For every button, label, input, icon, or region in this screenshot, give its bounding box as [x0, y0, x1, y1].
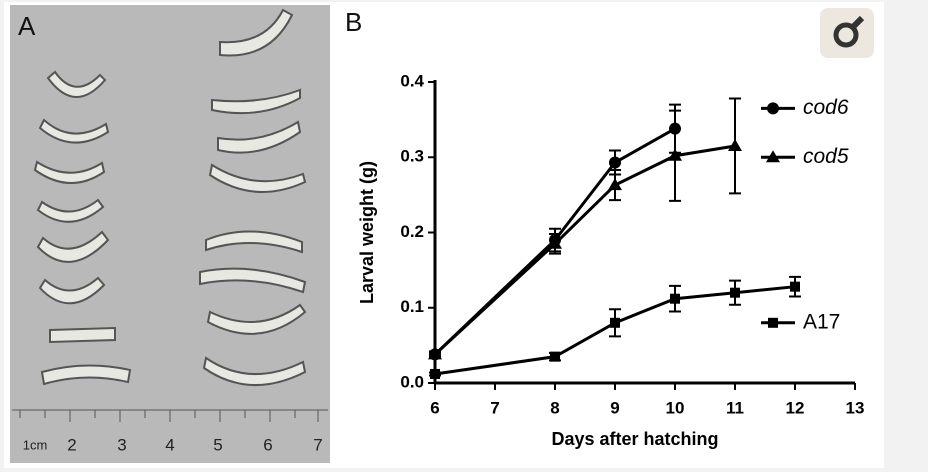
point: [790, 281, 800, 292]
x-tick-label: 6: [430, 398, 439, 417]
x-tick-label: 12: [786, 398, 805, 417]
x-tick-label: 13: [846, 398, 865, 417]
series: [428, 97, 742, 360]
ruler-label: 7: [313, 435, 322, 454]
y-tick-label: 0.1: [400, 297, 424, 316]
point: [610, 317, 620, 328]
point: [608, 178, 622, 191]
legend-label: cod6: [803, 96, 849, 119]
point: [609, 156, 621, 169]
x-tick-label: 10: [666, 398, 685, 417]
legend-marker: [768, 317, 778, 328]
y-tick-label: 0.3: [400, 147, 424, 166]
legend-marker: [767, 102, 779, 115]
x-axis-label: Days after hatching: [551, 429, 718, 449]
legend-label: A17: [803, 310, 840, 333]
point: [668, 148, 682, 161]
legend-marker: [766, 150, 780, 163]
y-tick-label: 0.2: [400, 222, 424, 241]
series: [429, 275, 801, 379]
point: [730, 287, 740, 298]
x-tick-label: 8: [550, 398, 559, 417]
ruler-label: 5: [213, 435, 222, 454]
panel-label: B: [345, 7, 362, 37]
point: [548, 236, 562, 249]
legend-label: cod5: [803, 145, 849, 168]
x-tick-label: 11: [726, 398, 744, 417]
ruler-label: 2: [67, 435, 76, 454]
series-line: [434, 285, 796, 376]
panel-label: A: [18, 11, 36, 41]
y-axis-label: Larval weight (g): [357, 161, 377, 304]
ruler-ticks: [19, 410, 319, 422]
ruler-label: 4: [165, 435, 174, 454]
x-tick-label: 7: [490, 398, 499, 417]
point: [428, 347, 442, 360]
point: [430, 368, 440, 379]
point: [550, 351, 560, 362]
photo: A: [10, 5, 330, 463]
y-tick-label: 0.0: [400, 372, 424, 391]
point: [728, 138, 742, 151]
y-tick-label: 0.4: [400, 71, 424, 90]
larvae: [33, 8, 307, 387]
magnifier-icon: [820, 8, 874, 58]
ruler-label: 1cm: [23, 437, 48, 452]
ruler-label: 6: [263, 435, 272, 454]
point: [670, 293, 680, 304]
ruler-label: 3: [117, 435, 126, 454]
photo-bg: [10, 5, 330, 463]
x-tick-label: 9: [610, 398, 619, 417]
